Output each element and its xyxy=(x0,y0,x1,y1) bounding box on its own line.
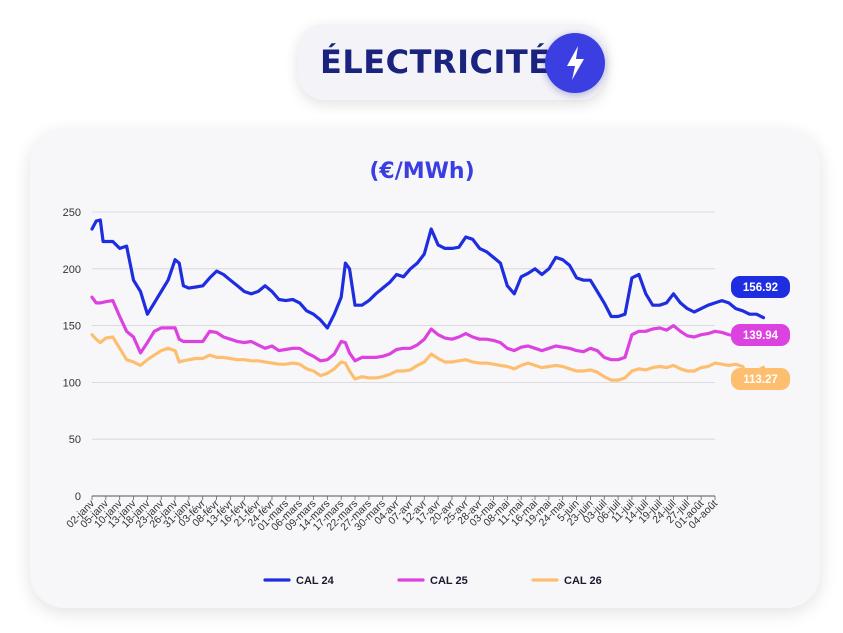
page-title: ÉLECTRICITÉ xyxy=(320,43,551,81)
end-value-badge xyxy=(731,368,790,390)
series-line-cal-25 xyxy=(90,295,766,363)
y-tick-label: 200 xyxy=(63,264,81,276)
legend-label: CAL 25 xyxy=(430,575,468,587)
series-line-cal-26 xyxy=(90,333,766,382)
lightning-bolt-icon xyxy=(545,33,605,93)
y-tick-label: 50 xyxy=(69,434,81,446)
chart-title: (€/MWh) xyxy=(369,159,474,184)
end-value-label: 139.94 xyxy=(743,330,779,342)
y-tick-label: 100 xyxy=(63,377,81,389)
end-value-badge xyxy=(731,276,790,298)
legend-label: CAL 26 xyxy=(564,575,602,587)
y-tick-label: 250 xyxy=(63,207,81,219)
end-value-label: 113.27 xyxy=(743,374,778,386)
end-value-label: 156.92 xyxy=(743,282,778,294)
y-tick-label: 0 xyxy=(75,491,81,503)
legend-label: CAL 24 xyxy=(296,575,335,587)
series-line-cal-24 xyxy=(90,218,766,330)
y-tick-label: 150 xyxy=(63,321,81,333)
title-pill: ÉLECTRICITÉ xyxy=(298,24,606,100)
chart-card xyxy=(30,130,820,608)
end-value-badge xyxy=(731,324,790,346)
